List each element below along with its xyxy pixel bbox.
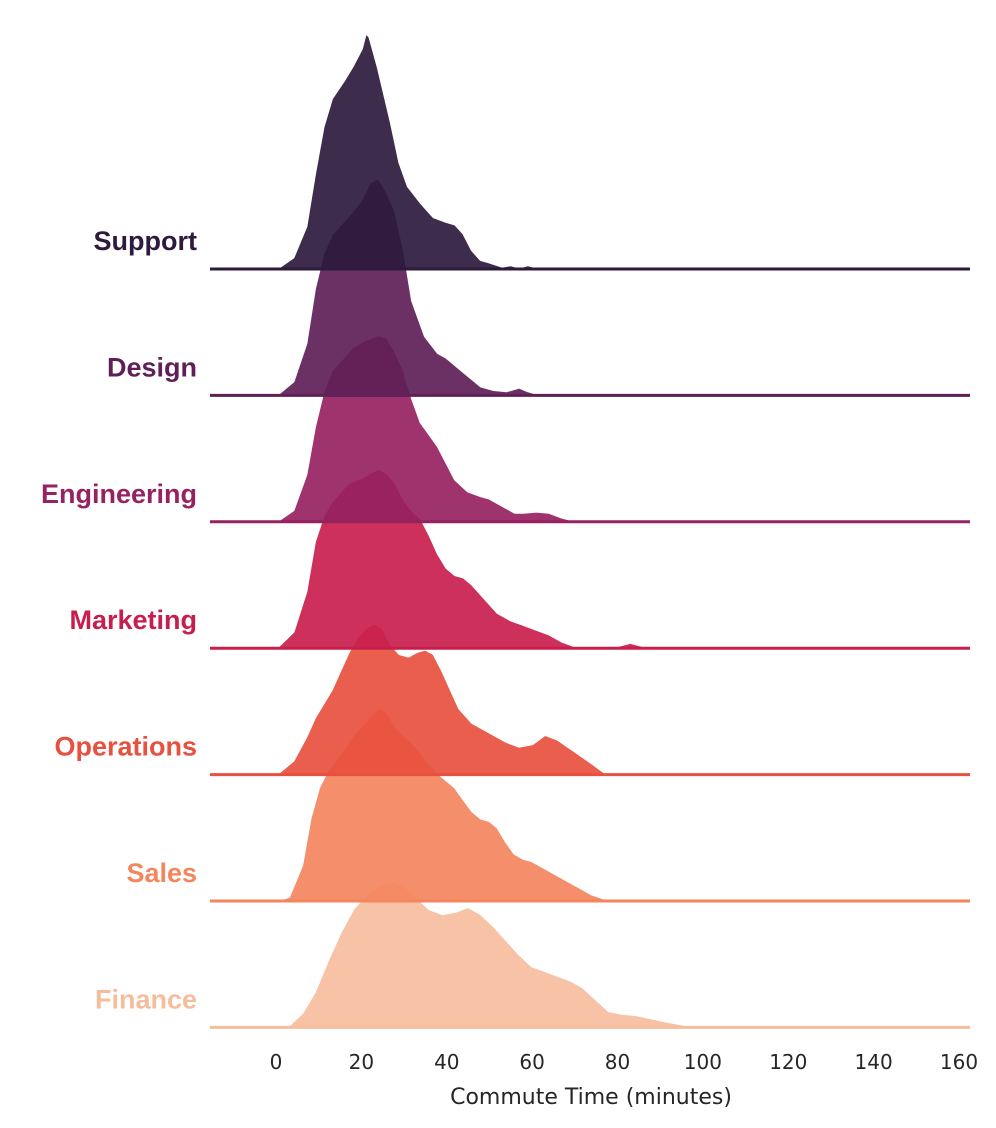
ridges-group: Finance Sales Operations Marketing Engineeri…: [41, 30, 970, 1029]
row-label-operations: Operations: [54, 732, 197, 762]
x-tick-label: 60: [519, 1050, 544, 1074]
density-area-design: [212, 177, 968, 396]
ridge-marketing: Marketing: [69, 466, 970, 650]
density-outline-operations: [212, 621, 968, 777]
x-axis: 0 20 40 60 80 100 120 140 160: [270, 1050, 978, 1074]
x-tick-label: 20: [349, 1050, 374, 1074]
row-label-sales: Sales: [126, 858, 197, 888]
density-outline-support: [212, 30, 968, 271]
row-label-engineering: Engineering: [41, 479, 197, 509]
x-tick-label: 140: [855, 1050, 893, 1074]
density-area-support: [212, 32, 968, 269]
density-outline-finance: [212, 879, 968, 1029]
row-label-marketing: Marketing: [69, 605, 197, 635]
row-label-finance: Finance: [95, 984, 197, 1014]
x-tick-label: 120: [769, 1050, 807, 1074]
x-tick-label: 160: [940, 1050, 978, 1074]
ridge-support: Support: [94, 30, 970, 271]
row-label-design: Design: [107, 352, 197, 382]
ridge-finance: Finance: [95, 879, 970, 1029]
density-area-finance: [212, 880, 968, 1028]
x-tick-label: 80: [605, 1050, 630, 1074]
x-tick-label: 0: [270, 1050, 283, 1074]
x-tick-label: 40: [434, 1050, 459, 1074]
row-label-support: Support: [94, 226, 197, 256]
ridge-operations: Operations: [54, 621, 970, 777]
x-axis-title: Commute Time (minutes): [450, 1085, 732, 1110]
density-area-operations: [212, 622, 968, 775]
x-tick-label: 100: [684, 1050, 722, 1074]
ridge-design: Design: [107, 175, 970, 397]
